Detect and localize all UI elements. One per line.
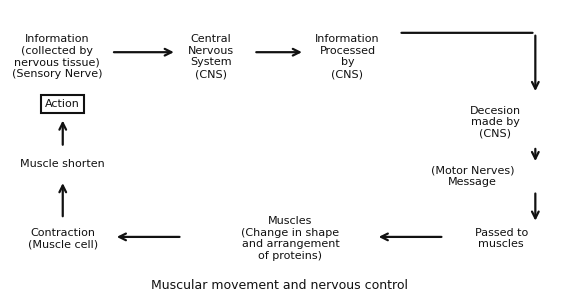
Text: Muscular movement and nervous control: Muscular movement and nervous control bbox=[150, 279, 408, 292]
Text: Central
Nervous
System
(CNS): Central Nervous System (CNS) bbox=[188, 34, 234, 79]
Text: (Motor Nerves)
Message: (Motor Nerves) Message bbox=[431, 165, 514, 187]
Text: Contraction
(Muscle cell): Contraction (Muscle cell) bbox=[28, 228, 98, 249]
Text: Information
Processed
by
(CNS): Information Processed by (CNS) bbox=[315, 34, 380, 79]
Text: Muscle shorten: Muscle shorten bbox=[20, 159, 105, 169]
Text: Passed to
muscles: Passed to muscles bbox=[475, 228, 528, 249]
Text: Information
(collected by
nervous tissue)
(Sensory Nerve): Information (collected by nervous tissue… bbox=[12, 34, 102, 79]
Text: Decesion
made by
(CNS): Decesion made by (CNS) bbox=[470, 105, 521, 139]
Text: Muscles
(Change in shape
and arrangement
of proteins): Muscles (Change in shape and arrangement… bbox=[242, 216, 339, 261]
Text: Action: Action bbox=[45, 99, 80, 109]
